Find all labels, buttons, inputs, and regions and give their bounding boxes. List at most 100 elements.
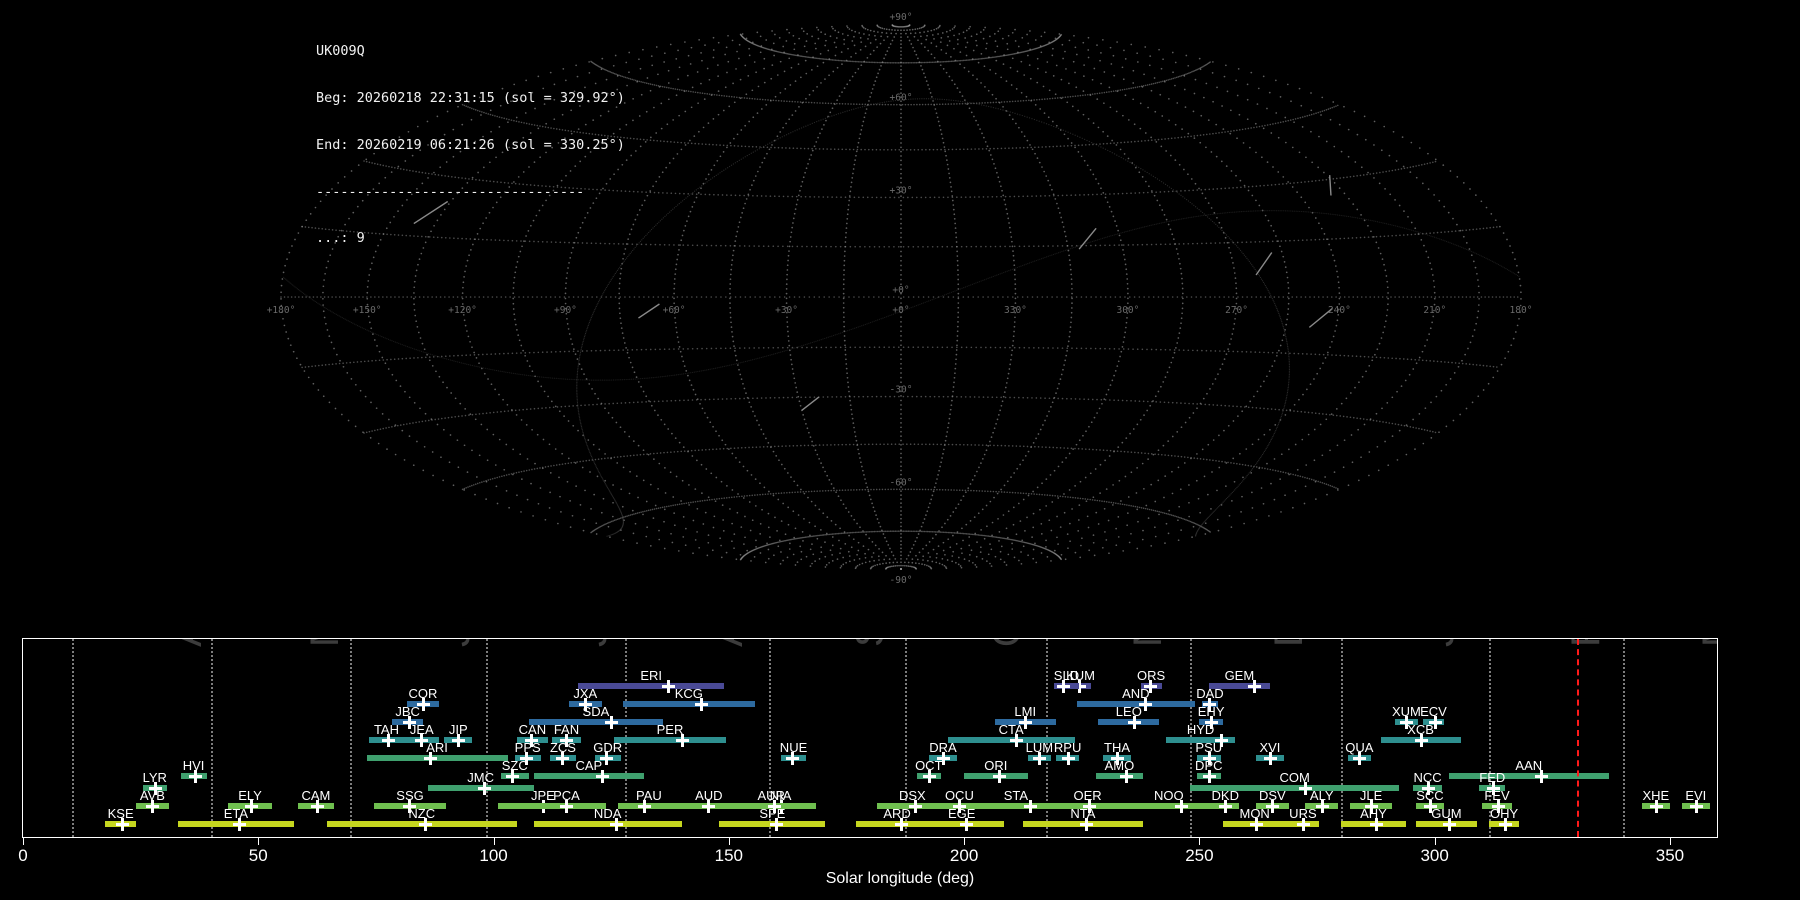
sky-lon-label: +180° — [267, 305, 296, 316]
shower-bar[interactable]: XUM — [1392, 705, 1421, 725]
timeline-plot-layer: APR MAY JUN JUL AUG SEP OCT NOV DEC JAN FEB MAR ERI K… — [23, 639, 1717, 837]
shower-bar[interactable]: KCG — [622, 687, 755, 707]
shower-bar[interactable]: STA — [961, 789, 1070, 809]
shower-bar[interactable]: CAP — [533, 759, 645, 779]
shower-label: ETA — [223, 806, 249, 821]
shower-bar[interactable]: ARI — [366, 741, 508, 761]
shower-label: JBC — [395, 704, 420, 719]
x-axis-tick-label: 0 — [18, 846, 28, 865]
shower-bar[interactable]: XCB — [1380, 723, 1461, 743]
shower-bar[interactable]: PER — [613, 723, 727, 743]
shower-bar[interactable]: RPU — [1054, 741, 1081, 761]
shower-bar[interactable]: COM — [1189, 771, 1400, 791]
shower-label: SSG — [396, 788, 424, 803]
shower-bar[interactable]: DPC — [1195, 759, 1223, 779]
shower-label: DPC — [1195, 758, 1223, 773]
shower-bar[interactable]: ORI — [964, 759, 1028, 779]
shower-bar[interactable]: SZC — [500, 759, 529, 779]
shower-bar[interactable]: HYD — [1166, 723, 1235, 743]
shower-label: JPE — [531, 788, 555, 803]
sky-lat-label: -30° — [890, 385, 913, 396]
shower-bar[interactable]: AAN — [1448, 759, 1609, 779]
shower-bar[interactable]: JIP — [444, 723, 473, 743]
shower-bar[interactable]: EGE — [919, 807, 1005, 827]
x-axis-tick-label: 150 — [714, 846, 744, 865]
month-label: DEC — [1267, 639, 1312, 647]
month-separator — [768, 639, 771, 837]
shower-label: DAD — [1196, 686, 1224, 701]
sky-lat-label: +60° — [890, 93, 913, 104]
shower-bar[interactable]: LUM — [1026, 741, 1053, 761]
shower-bar[interactable]: GEM — [1208, 669, 1270, 689]
shower-label: CAN — [518, 722, 547, 737]
shower-label: NTA — [1070, 806, 1096, 821]
shower-label: NUE — [779, 740, 808, 755]
shower-label: ORI — [984, 758, 1008, 773]
shower-bar[interactable]: AMO — [1095, 759, 1143, 779]
month-label: AUG — [707, 639, 752, 647]
shower-label: OHY — [1489, 806, 1519, 821]
shower-label: EGE — [948, 806, 976, 821]
sky-lon-label: 180° — [1510, 305, 1533, 316]
sky-lon-label: 210° — [1423, 305, 1446, 316]
shower-bar[interactable]: NZC — [326, 807, 518, 827]
shower-bar[interactable]: SPE — [719, 807, 826, 827]
sky-lat-label: +30° — [890, 185, 913, 196]
shower-bar[interactable]: AVB — [135, 789, 169, 809]
shower-bar[interactable]: XHE — [1641, 789, 1670, 809]
shower-label: XUM — [1391, 704, 1421, 719]
x-axis: 0 50 100 150 200 250 300 350 — [18, 838, 1718, 878]
shower-bar[interactable]: AUD — [679, 789, 739, 809]
shower-label: ELY — [238, 788, 262, 803]
shower-bar[interactable]: NDA — [533, 807, 682, 827]
month-label: OCT — [985, 639, 1030, 647]
shower-bar[interactable]: QUA — [1345, 741, 1373, 761]
shower-label: DSX — [898, 788, 926, 803]
shower-bar[interactable]: AHY — [1340, 807, 1407, 827]
shower-bar[interactable]: ECV — [1420, 705, 1447, 725]
shower-label: AUR — [757, 788, 785, 803]
shower-bar[interactable]: HVI — [180, 759, 207, 779]
shower-bar[interactable]: CAM — [298, 789, 334, 809]
shower-bar[interactable]: TAH — [368, 723, 405, 743]
shower-bar[interactable]: URS — [1286, 807, 1320, 827]
shower-label: SLD — [1053, 668, 1080, 683]
shower-bar[interactable]: NUE — [780, 741, 807, 761]
shower-bar[interactable]: NOO — [1126, 789, 1212, 809]
shower-bar[interactable]: MON — [1222, 807, 1287, 827]
shower-bar[interactable]: ERI — [578, 669, 725, 689]
shower-bar[interactable]: ETA — [178, 807, 294, 827]
activity-timeline-panel[interactable]: APR MAY JUN JUL AUG SEP OCT NOV DEC JAN FEB MAR ERI K… — [22, 638, 1718, 838]
shower-bar[interactable]: XVI — [1255, 741, 1285, 761]
shower-label: DRA — [929, 740, 957, 755]
shower-bar[interactable]: JMC — [427, 771, 534, 791]
shower-bar[interactable]: AND — [1077, 687, 1195, 707]
shower-label: PPS — [514, 740, 541, 755]
shower-bar[interactable]: SLD — [1053, 669, 1080, 689]
shower-bar[interactable]: DKD — [1211, 789, 1240, 809]
shower-label: COR — [408, 686, 438, 701]
shower-label: ALY — [1309, 788, 1334, 803]
shower-bar[interactable]: OHY — [1488, 807, 1520, 827]
shower-bar[interactable]: ZCS — [550, 741, 576, 761]
shower-bar[interactable]: LEO — [1098, 705, 1160, 725]
shower-bar[interactable]: PAU — [618, 789, 680, 809]
session-begin: Beg: 20260218 22:31:15 (sol = 329.92°) — [316, 89, 625, 106]
shower-label: KCG — [674, 686, 703, 701]
shower-bar[interactable]: EVI — [1681, 789, 1710, 809]
x-axis-tick — [1669, 838, 1671, 845]
shower-bar[interactable]: NTA — [1022, 807, 1143, 827]
sky-lon-label: +0° — [892, 305, 909, 316]
shower-bar[interactable]: SDA — [528, 705, 663, 725]
shower-label: GDR — [593, 740, 623, 755]
shower-label: GEM — [1224, 668, 1255, 683]
shower-bar[interactable]: GUM — [1415, 807, 1478, 827]
shower-label: XCB — [1407, 722, 1434, 737]
sky-lon-label: +60° — [663, 305, 686, 316]
shower-bar[interactable]: KSE — [105, 807, 136, 827]
shower-bar[interactable]: OCT — [915, 759, 943, 779]
shower-label: XHE — [1642, 788, 1670, 803]
shower-label: NCC — [1413, 770, 1442, 785]
month-label: MAR — [1695, 639, 1717, 647]
